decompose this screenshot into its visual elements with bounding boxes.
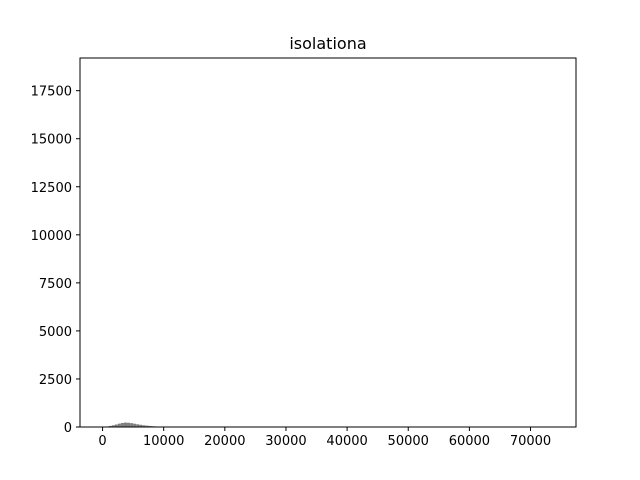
- histogram-bar: [133, 423, 137, 427]
- x-tick-label: 50000: [388, 434, 429, 449]
- y-axis: 0 2500 5000 7500 10000 12500 15000 17500: [31, 85, 80, 436]
- histogram-bar: [108, 425, 112, 427]
- histogram-bar: [120, 422, 124, 427]
- histogram-bar: [111, 425, 115, 427]
- bars-group: [102, 422, 189, 427]
- y-tick-label: 17500: [31, 85, 72, 100]
- histogram-bar: [148, 425, 152, 427]
- x-tick-label: 10000: [143, 434, 184, 449]
- histogram-bar: [142, 425, 146, 427]
- histogram-bar: [117, 423, 121, 427]
- histogram-bar: [123, 422, 128, 427]
- y-tick-label: 2500: [39, 373, 72, 388]
- x-tick-label: 60000: [449, 434, 490, 449]
- x-tick-label: 70000: [510, 434, 551, 449]
- y-tick-label: 0: [64, 421, 72, 436]
- x-tick-label: 40000: [326, 434, 367, 449]
- chart-title: isolationa: [289, 34, 366, 53]
- histogram-bar: [114, 424, 118, 427]
- x-tick-label: 0: [98, 434, 106, 449]
- histogram-bar: [145, 425, 149, 427]
- y-tick-label: 15000: [31, 133, 72, 148]
- x-tick-label: 20000: [204, 434, 245, 449]
- histogram-bar: [136, 424, 140, 427]
- plot-frame: [79, 57, 577, 428]
- x-tick-label: 30000: [265, 434, 306, 449]
- histogram-bar: [127, 422, 131, 427]
- y-tick-label: 5000: [39, 325, 72, 340]
- x-axis: 0 10000 20000 30000 40000 50000 60000 70000: [98, 427, 551, 449]
- y-tick-label: 7500: [39, 277, 72, 292]
- histogram-bar: [130, 423, 134, 427]
- histogram-bar: [139, 424, 143, 427]
- y-tick-label: 10000: [31, 229, 72, 244]
- y-tick-label: 12500: [31, 181, 72, 196]
